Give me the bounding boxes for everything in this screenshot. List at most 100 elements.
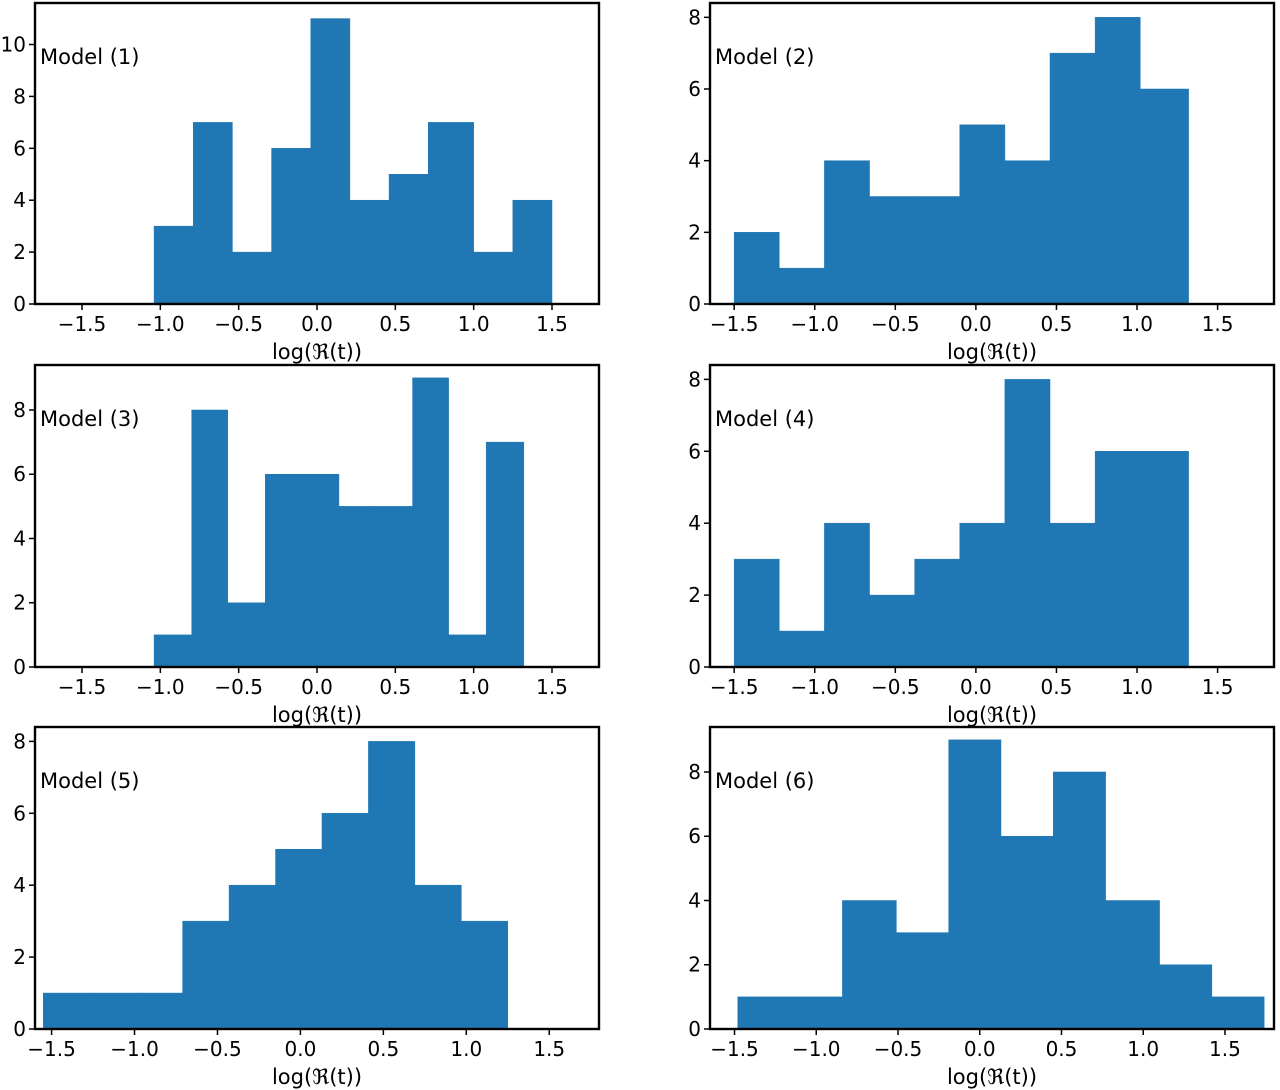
bar — [1000, 835, 1054, 1030]
y-tick-label: 0 — [688, 655, 701, 679]
bar — [1004, 379, 1051, 668]
bar — [1105, 900, 1160, 1030]
x-tick-label: 1.5 — [1202, 675, 1234, 699]
bar — [388, 174, 429, 305]
x-tick-label: 1.5 — [1202, 312, 1234, 336]
bar — [232, 251, 272, 305]
bar — [192, 122, 233, 305]
y-tick-label: 4 — [688, 149, 701, 173]
y-tick-label: 8 — [13, 398, 26, 422]
y-tick-label: 0 — [13, 1017, 26, 1041]
y-tick-label: 6 — [13, 136, 26, 160]
bar — [914, 558, 961, 668]
bar — [310, 18, 351, 305]
model-annotation: Model (1) — [40, 45, 139, 69]
x-tick-label: −0.5 — [214, 312, 263, 336]
bar — [779, 267, 825, 305]
y-tick-label: 2 — [13, 591, 26, 615]
x-tick-label: 1.0 — [1121, 312, 1153, 336]
bar — [228, 884, 276, 1030]
y-tick-label: 2 — [13, 945, 26, 969]
x-tick-label: 0.5 — [1046, 1037, 1078, 1061]
x-tick-label: −1.0 — [110, 1037, 159, 1061]
bar — [182, 920, 230, 1030]
y-tick-label: 10 — [1, 33, 26, 57]
x-tick-label: 1.5 — [536, 675, 568, 699]
bar — [153, 225, 194, 305]
y-tick-label: 2 — [688, 583, 701, 607]
y-tick-label: 0 — [688, 292, 701, 316]
bar — [1159, 964, 1213, 1030]
x-tick-label: 0.0 — [301, 675, 333, 699]
y-tick-label: 4 — [13, 526, 26, 550]
x-tick-label: 1.0 — [458, 675, 490, 699]
y-tick-label: 4 — [13, 188, 26, 212]
x-tick-label: −1.5 — [710, 1037, 759, 1061]
x-tick-label: −0.5 — [193, 1037, 242, 1061]
bar — [153, 634, 192, 668]
y-tick-label: 0 — [688, 1017, 701, 1041]
x-axis-label: log(ℜ(t)) — [947, 340, 1037, 364]
bar — [1140, 88, 1189, 305]
bar — [448, 634, 487, 668]
bar — [779, 630, 825, 668]
x-tick-label: −1.5 — [710, 312, 759, 336]
bar — [412, 377, 449, 668]
x-tick-label: 0.0 — [960, 675, 992, 699]
y-tick-label: 8 — [688, 5, 701, 29]
bar — [959, 522, 1006, 668]
y-tick-label: 0 — [13, 292, 26, 316]
y-tick-label: 8 — [688, 760, 701, 784]
bar — [473, 251, 514, 305]
x-tick-label: 0.0 — [960, 312, 992, 336]
bar — [1140, 451, 1189, 668]
bar — [414, 884, 462, 1030]
bar — [374, 506, 413, 668]
x-tick-label: 0.0 — [301, 312, 333, 336]
bar — [1094, 17, 1141, 305]
bar — [789, 996, 843, 1030]
y-tick-label: 6 — [13, 801, 26, 825]
axes-frame — [33, 725, 601, 1031]
axes-frame — [708, 1, 1276, 306]
x-axis-label: log(ℜ(t)) — [947, 1065, 1037, 1089]
y-tick-label: 0 — [13, 655, 26, 679]
panel-4: −1.5 −1.0 −0.5 0.0 0.5 1.0 1.5 0 2 4 6 8 log(ℜ(t)) Mo… — [688, 363, 1276, 727]
y-tick-label: 8 — [13, 84, 26, 108]
x-tick-label: −1.0 — [136, 312, 185, 336]
y-tick-label: 4 — [688, 511, 701, 535]
panel-5: −1.5 −1.0 −0.5 0.0 0.5 1.0 1.5 0 2 4 6 8 log(ℜ(t)) Mo… — [13, 725, 601, 1089]
x-tick-label: 1.5 — [1209, 1037, 1241, 1061]
bar — [321, 813, 369, 1030]
bar — [135, 992, 183, 1030]
y-tick-label: 6 — [688, 439, 701, 463]
x-tick-label: 1.0 — [450, 1037, 482, 1061]
model-annotation: Model (4) — [715, 407, 814, 431]
bar — [275, 848, 323, 1030]
bar — [301, 473, 340, 668]
x-tick-label: −1.0 — [136, 675, 185, 699]
bar — [427, 122, 474, 305]
bar — [824, 160, 870, 305]
bar — [512, 199, 553, 305]
x-tick-label: −1.0 — [792, 1037, 841, 1061]
x-axis-label: log(ℜ(t)) — [272, 1065, 362, 1089]
x-tick-label: 0.5 — [379, 312, 411, 336]
x-tick-label: 0.5 — [379, 675, 411, 699]
x-tick-label: 0.0 — [285, 1037, 317, 1061]
bars — [733, 17, 1189, 305]
bar — [1049, 522, 1096, 668]
x-tick-label: 1.5 — [536, 312, 568, 336]
x-tick-label: 0.5 — [1041, 675, 1073, 699]
panel-1: −1.5 −1.0 −0.5 0.0 0.5 1.0 1.5 0 2 4 6 8 10 log(ℜ(t))… — [1, 1, 601, 364]
y-tick-label: 2 — [688, 953, 701, 977]
bar — [1004, 160, 1051, 305]
y-tick-label: 4 — [688, 888, 701, 912]
model-annotation: Model (6) — [715, 769, 814, 793]
x-tick-label: 0.5 — [367, 1037, 399, 1061]
bar — [733, 232, 780, 305]
panel-2: −1.5 −1.0 −0.5 0.0 0.5 1.0 1.5 0 2 4 6 8 log(ℜ(t)) Mo… — [688, 1, 1276, 364]
bar — [227, 602, 266, 668]
x-tick-label: −1.0 — [790, 675, 839, 699]
